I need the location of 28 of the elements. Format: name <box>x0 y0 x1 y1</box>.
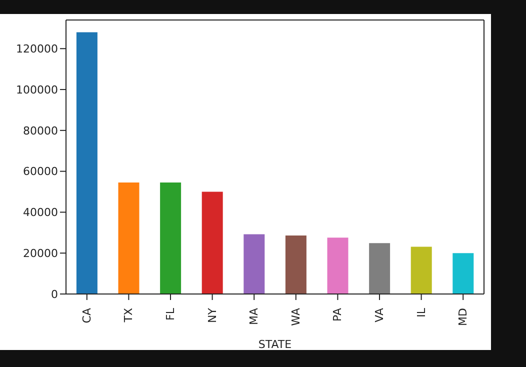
x-tick-label: MD <box>456 308 470 326</box>
bar <box>452 253 474 294</box>
bar <box>202 192 223 294</box>
bar <box>410 246 432 294</box>
x-tick-label: CA <box>80 308 94 324</box>
x-tick-label: IL <box>414 307 428 318</box>
x-tick-label: VA <box>373 308 386 322</box>
y-tick-label: 60000 <box>23 165 58 178</box>
x-tick-label: FL <box>164 307 177 320</box>
bar <box>369 243 390 294</box>
y-tick-label: 0 <box>51 288 58 301</box>
y-tick-label: 120000 <box>16 42 58 56</box>
x-axis-title: STATE <box>258 338 292 351</box>
x-tick-label: NY <box>206 308 219 323</box>
y-tick-label: 80000 <box>23 124 58 138</box>
x-tick-label: PA <box>331 308 344 322</box>
y-tick-label: 100000 <box>16 83 58 96</box>
bar <box>244 234 265 294</box>
bar <box>285 236 306 294</box>
x-tick-label: WA <box>289 308 302 326</box>
y-tick-label: 40000 <box>23 206 58 220</box>
bar <box>118 182 140 294</box>
y-tick-label: 20000 <box>23 247 58 260</box>
bar <box>76 32 98 294</box>
x-tick-label: TX <box>122 308 136 324</box>
x-tick-label: MA <box>248 308 261 326</box>
bar <box>327 238 348 294</box>
bar <box>160 182 182 294</box>
